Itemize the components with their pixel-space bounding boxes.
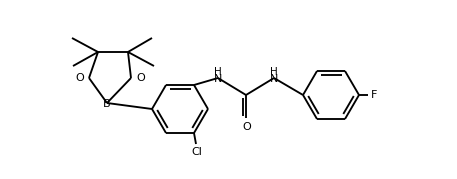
Text: B: B <box>103 99 111 109</box>
Text: N: N <box>270 74 278 84</box>
Text: H: H <box>214 67 222 77</box>
Text: O: O <box>75 73 84 83</box>
Text: O: O <box>243 122 251 132</box>
Text: F: F <box>371 90 377 100</box>
Text: H: H <box>270 67 278 77</box>
Text: Cl: Cl <box>191 147 202 157</box>
Text: O: O <box>136 73 145 83</box>
Text: N: N <box>214 74 222 84</box>
